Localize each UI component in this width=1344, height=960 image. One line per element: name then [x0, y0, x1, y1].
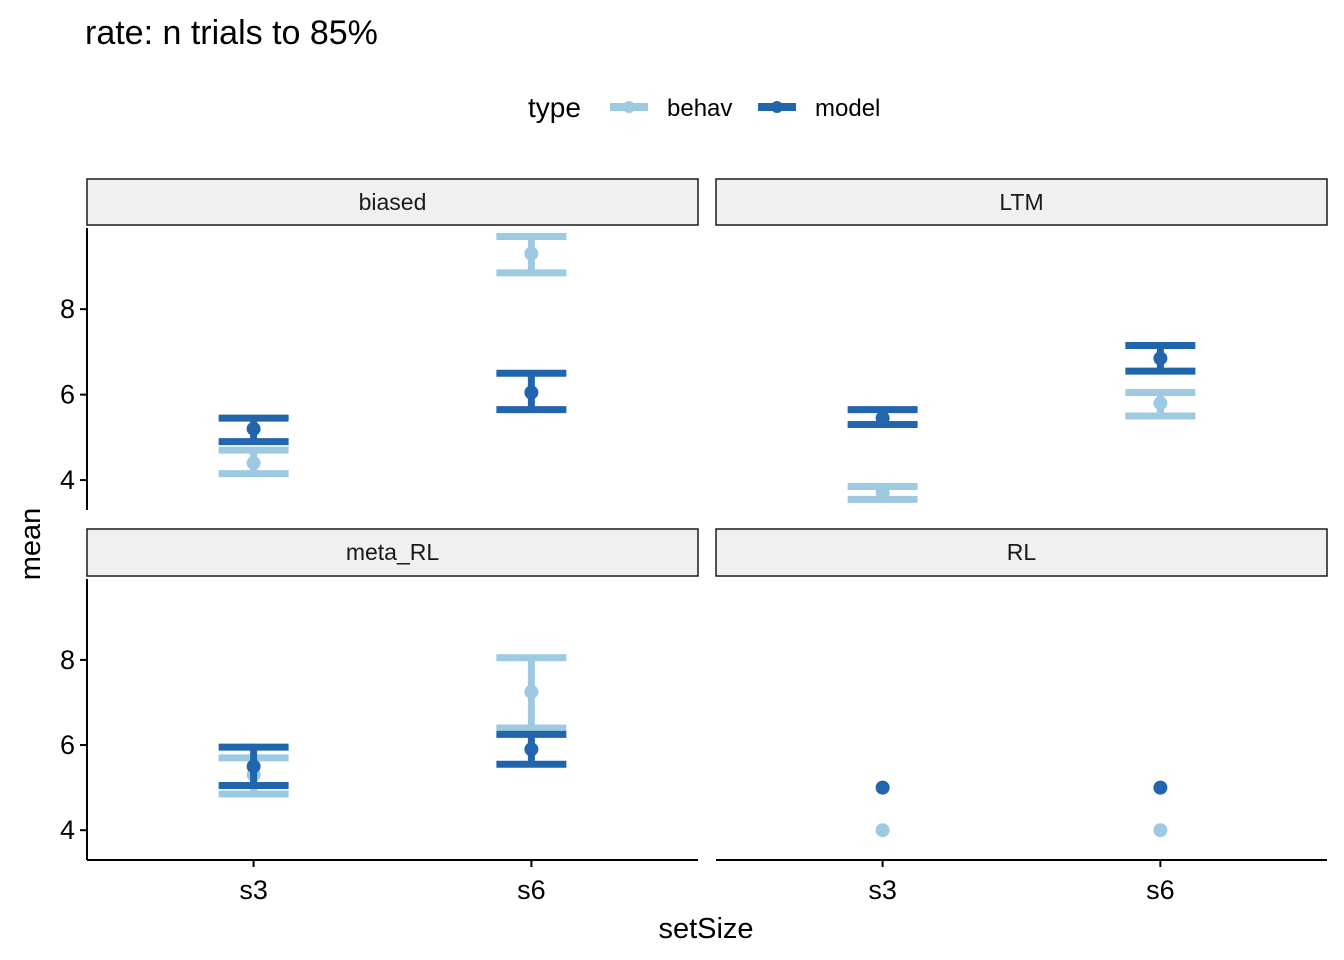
series-behav: [218, 233, 567, 478]
legend-label-model: model: [815, 95, 880, 122]
panel-RL: RL s3 s6: [715, 528, 1328, 905]
strip-label-biased: biased: [359, 189, 427, 215]
strip-label-LTM: LTM: [999, 189, 1043, 215]
panel-meta_RL: meta_RL 4 6 8 s3 s6: [60, 528, 699, 905]
mean-point: [875, 411, 890, 426]
legend-title: type: [528, 92, 581, 123]
legend-key-point-model: [771, 101, 783, 113]
y-tick-label: 4: [60, 465, 75, 495]
x-tick-label: s3: [239, 875, 268, 905]
x-axis-label: setSize: [658, 913, 753, 945]
y-tick-label: 4: [60, 815, 75, 845]
mean-point: [246, 456, 261, 470]
panel-biased: biased 4 6 8: [60, 178, 699, 510]
mean-point: [1153, 823, 1168, 838]
legend: type behav model: [528, 92, 880, 123]
mean-point: [524, 385, 539, 400]
mean-point: [524, 742, 539, 757]
strip-LTM: [715, 178, 1328, 226]
series-model: [218, 730, 567, 789]
strip-label-meta_RL: meta_RL: [346, 539, 440, 565]
y-tick-label: 8: [60, 294, 75, 324]
x-tick-label: s6: [1146, 875, 1175, 905]
series-model: [875, 780, 1168, 795]
panels: biased 4 6 8 LTM meta_RL 4 6 8 s3 s6 RL s3 s6: [60, 178, 1328, 905]
chart-title: rate: n trials to 85%: [85, 14, 378, 52]
legend-entry-behav: behav: [610, 95, 732, 122]
y-axis-label: mean: [15, 508, 47, 581]
mean-point: [1153, 780, 1168, 795]
y-tick-label: 6: [60, 730, 75, 760]
legend-entry-model: model: [758, 95, 880, 122]
strip-meta_RL: [86, 528, 699, 577]
series-behav: [218, 654, 567, 798]
x-tick-label: s6: [517, 875, 546, 905]
mean-point: [875, 485, 890, 500]
x-tick-label: s3: [868, 875, 897, 905]
mean-point: [1153, 351, 1168, 366]
panel-LTM: LTM: [715, 178, 1328, 503]
strip-RL: [715, 528, 1328, 577]
strip-biased: [86, 178, 699, 226]
legend-label-behav: behav: [667, 95, 732, 122]
strip-label-RL: RL: [1007, 539, 1037, 565]
legend-entries: behav model: [610, 95, 880, 122]
y-tick-label: 6: [60, 380, 75, 410]
mean-point: [524, 684, 539, 699]
mean-point: [875, 780, 890, 795]
series-behav: [875, 823, 1168, 838]
mean-point: [246, 759, 261, 774]
mean-point: [524, 246, 539, 261]
y-tick-label: 8: [60, 645, 75, 675]
mean-point: [875, 823, 890, 838]
series-behav: [847, 389, 1196, 503]
legend-key-point-behav: [623, 101, 635, 113]
series-model: [218, 369, 567, 446]
mean-point: [246, 421, 261, 436]
series-model: [847, 342, 1196, 429]
mean-point: [1153, 396, 1168, 411]
